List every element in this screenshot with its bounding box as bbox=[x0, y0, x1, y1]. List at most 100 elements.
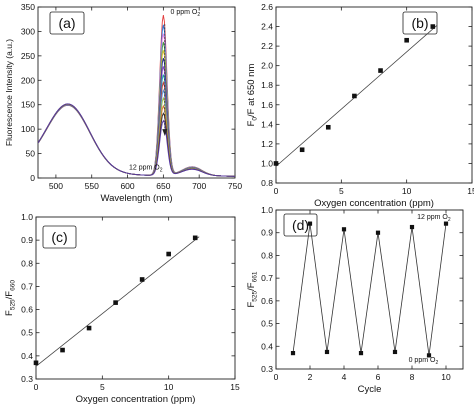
y-tick-label: 0.8 bbox=[261, 178, 273, 188]
y-tick-label: 0.8 bbox=[261, 250, 273, 260]
y-axis-label: Fluorescence Intensity (a.u.) bbox=[4, 39, 14, 146]
x-axis-label: Cycle bbox=[358, 384, 382, 395]
y-tick-label: 2.6 bbox=[261, 2, 273, 12]
y-tick-label: 0.4 bbox=[21, 351, 33, 361]
x-tick-label: 8 bbox=[410, 372, 415, 382]
panel-d-cycling: 0 2 4 6 8 10 0.3 0.4 0.5 0.6 0.7 0.8 0.9 1.0 Cycle (d) F… bbox=[246, 205, 464, 395]
x-tick-label: 0 bbox=[274, 186, 279, 196]
x-axis-label: Oxygen concentration (ppm) bbox=[314, 198, 434, 209]
y-tick-label: 1.6 bbox=[261, 100, 273, 110]
x-tick-label: 600 bbox=[120, 181, 134, 191]
data-point bbox=[430, 24, 436, 29]
spectrum-line bbox=[38, 88, 235, 177]
x-tick-label: 10 bbox=[402, 186, 412, 196]
panel-label-box bbox=[42, 225, 77, 249]
spectrum-line bbox=[38, 24, 235, 177]
plot-frame bbox=[37, 6, 236, 179]
x-tick-label: 0 bbox=[274, 372, 279, 382]
annotation: 12 ppm O2 bbox=[417, 214, 451, 223]
spectrum-line bbox=[38, 80, 235, 177]
y-tick-label: 2.4 bbox=[261, 22, 273, 32]
spectrum-line bbox=[38, 66, 235, 177]
spectrum-line bbox=[38, 41, 235, 177]
y-tick-label: 0.6 bbox=[21, 305, 33, 315]
plot-frame bbox=[275, 6, 473, 184]
x-tick-label: 10 bbox=[164, 382, 174, 392]
annotation: 0 ppm O2 bbox=[171, 9, 201, 18]
y-tick-label: 0.4 bbox=[261, 341, 273, 351]
x-tick-label: 5 bbox=[339, 186, 344, 196]
y-tick-label: 0.3 bbox=[261, 364, 273, 374]
plot-frame bbox=[35, 216, 236, 380]
y-tick-label: 2.0 bbox=[261, 61, 273, 71]
y-tick-label: 250 bbox=[21, 51, 35, 61]
y-tick-label: 1.4 bbox=[261, 119, 273, 129]
spectra-curves bbox=[38, 14, 235, 177]
y-tick-label: 1.8 bbox=[261, 80, 273, 90]
x-tick-label: 500 bbox=[49, 181, 63, 191]
spectrum-line bbox=[38, 50, 235, 177]
spectrum-line bbox=[38, 103, 235, 177]
x-tick-label: 6 bbox=[376, 372, 381, 382]
y-tick-label: 1.0 bbox=[261, 158, 273, 168]
data-point bbox=[378, 68, 383, 73]
data-point bbox=[290, 351, 296, 356]
data-point bbox=[139, 277, 145, 282]
data-point bbox=[307, 221, 313, 226]
data-point bbox=[113, 300, 118, 305]
y-axis-label: F525/F661 bbox=[246, 271, 259, 307]
x-axis-label: Wavelength (nm) bbox=[101, 193, 173, 204]
panel-a-spectra: 500 550 600 650 700 750 0 50 100 150 200 250 300 350 W… bbox=[4, 2, 242, 204]
data-point bbox=[86, 325, 92, 331]
y-tick-label: 50 bbox=[26, 149, 36, 159]
data-point bbox=[404, 37, 409, 43]
x-tick-label: 750 bbox=[228, 181, 242, 191]
data-point bbox=[352, 93, 357, 99]
y-tick-label: 300 bbox=[21, 26, 35, 36]
x-tick-label: 0 bbox=[34, 382, 39, 392]
data-point bbox=[443, 221, 449, 226]
arrow-head bbox=[162, 129, 168, 136]
panel-c-ratio-calibration: 0 5 10 15 0.3 0.4 0.5 0.6 0.7 0.8 0.9 1.0 Oxygen con… bbox=[4, 212, 240, 405]
spectrum-line bbox=[38, 14, 235, 177]
spectrum-line bbox=[38, 74, 235, 177]
y-tick-label: 0.5 bbox=[21, 328, 33, 338]
data-point bbox=[192, 235, 198, 241]
data-point bbox=[324, 349, 330, 355]
panel-b-f0-over-f: 0 5 10 15 0.8 1.0 1.2 1.4 1.6 1.8 2.0 2.2 2.4 2.6 Oxyg… bbox=[246, 2, 474, 209]
panel-label: (a) bbox=[58, 15, 75, 31]
x-axis-label: Oxygen concentration (ppm) bbox=[76, 394, 196, 405]
cycle-line bbox=[292, 223, 447, 356]
y-tick-label: 2.2 bbox=[261, 41, 273, 51]
panel-label: (d) bbox=[292, 217, 309, 233]
x-tick-label: 550 bbox=[85, 181, 99, 191]
y-tick-label: 0.9 bbox=[261, 228, 273, 238]
data-point bbox=[299, 147, 305, 153]
y-tick-label: 100 bbox=[21, 124, 35, 134]
panel-label: (b) bbox=[411, 15, 428, 31]
annotation: 12 ppm O2 bbox=[129, 165, 163, 174]
y-tick-label: 0.3 bbox=[21, 374, 33, 384]
y-tick-label: 0.7 bbox=[261, 273, 273, 283]
data-point bbox=[273, 161, 279, 166]
y-axis-label: F0/F at 650 nm bbox=[246, 64, 259, 127]
data-point bbox=[375, 230, 381, 235]
x-tick-label: 5 bbox=[100, 382, 105, 392]
annotation: 0 ppm O2 bbox=[409, 357, 439, 366]
data-point bbox=[392, 349, 398, 355]
y-tick-label: 0.6 bbox=[261, 296, 273, 306]
y-tick-label: 150 bbox=[21, 100, 35, 110]
data-point bbox=[33, 360, 39, 366]
y-tick-label: 0.8 bbox=[21, 258, 33, 268]
y-tick-label: 1.2 bbox=[261, 139, 273, 149]
data-point bbox=[325, 124, 331, 130]
plot-frame bbox=[275, 209, 464, 370]
data-point bbox=[358, 351, 364, 356]
x-tick-label: 4 bbox=[342, 372, 347, 382]
data-point bbox=[60, 347, 65, 353]
panel-label-box bbox=[402, 11, 438, 35]
y-axis-label: F525/F660 bbox=[4, 280, 17, 316]
spectrum-line bbox=[38, 57, 235, 177]
x-tick-label: 15 bbox=[467, 186, 474, 196]
